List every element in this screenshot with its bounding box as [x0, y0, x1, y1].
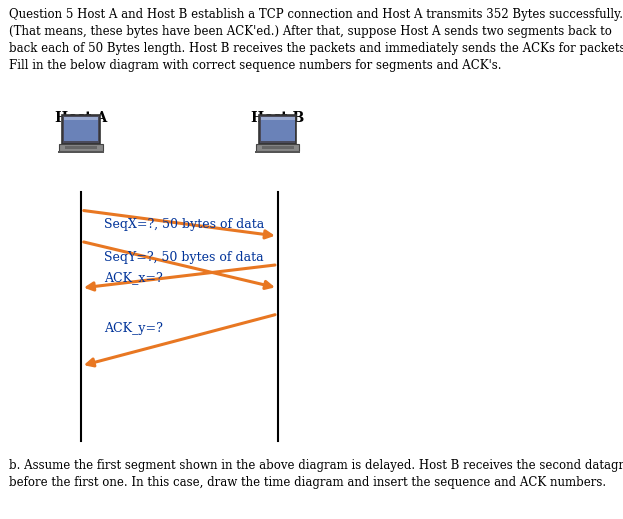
Text: SeqX=?, 50 bytes of data: SeqX=?, 50 bytes of data: [104, 218, 264, 231]
Bar: [64, 117, 98, 141]
Bar: [64, 117, 98, 120]
Bar: [255, 151, 300, 153]
Text: SeqY=?, 50 bytes of data: SeqY=?, 50 bytes of data: [104, 251, 264, 264]
Bar: [262, 146, 294, 149]
Text: Host B: Host B: [251, 111, 305, 125]
Bar: [65, 146, 97, 149]
Bar: [260, 117, 295, 141]
Text: b. Assume the first segment shown in the above diagram is delayed. Host B receiv: b. Assume the first segment shown in the…: [9, 459, 623, 489]
Bar: [260, 117, 295, 120]
Text: Host A: Host A: [55, 111, 107, 125]
Bar: [59, 151, 104, 153]
Bar: [62, 115, 100, 144]
Bar: [256, 144, 300, 151]
Bar: [59, 144, 103, 151]
Text: ACK_y=?: ACK_y=?: [104, 322, 163, 335]
Bar: [259, 115, 297, 144]
Text: ACK_x=?: ACK_x=?: [104, 271, 163, 284]
Text: Question 5 Host A and Host B establish a TCP connection and Host A transmits 352: Question 5 Host A and Host B establish a…: [9, 8, 623, 72]
